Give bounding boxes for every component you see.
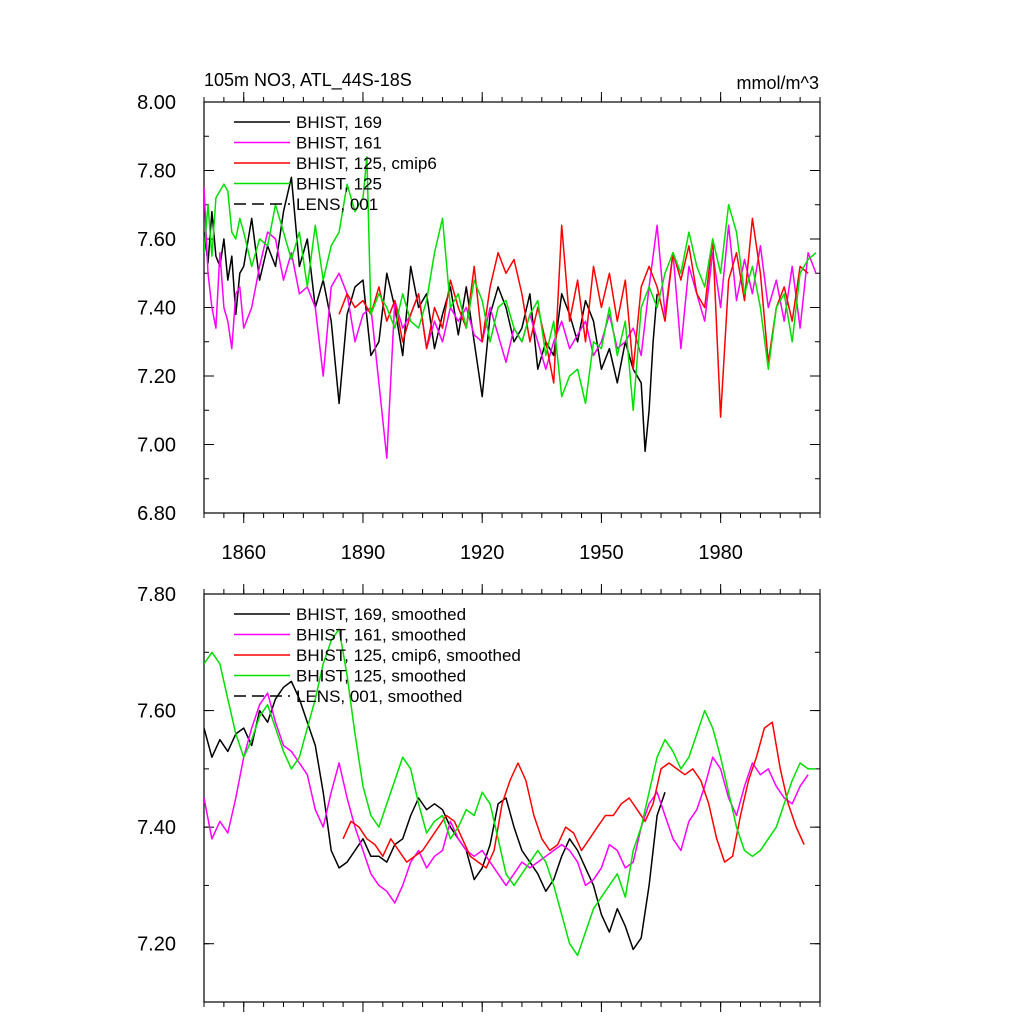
- y-tick-label: 7.80: [137, 161, 176, 183]
- y-tick-label: 7.00: [137, 435, 176, 457]
- legend-label: LENS, 001, smoothed: [296, 687, 462, 706]
- legend-label: BHIST, 125, cmip6: [296, 154, 437, 173]
- panel-top: 6.80 7.00 7.20 7.40 7.60 7.80 8.00 1860 1890 1920…: [137, 92, 821, 564]
- y-tick-label: 7.20: [137, 366, 176, 388]
- y-tick-label: 7.20: [137, 934, 176, 956]
- y-tick-label: 7.40: [137, 817, 176, 839]
- y-tick-label: 7.40: [137, 298, 176, 320]
- legend: BHIST, 169, smoothed BHIST, 161, smoothed…: [234, 605, 521, 686]
- units-label: mmol/m^3: [737, 73, 819, 93]
- x-tick-label: 1860: [221, 542, 266, 564]
- series-line-3: [338, 217, 809, 418]
- legend-label: BHIST, 169: [296, 113, 382, 132]
- legend-label: BHIST, 125: [296, 175, 382, 194]
- series-line-4: [204, 628, 816, 957]
- legend-label: BHIST, 125, smoothed: [296, 667, 466, 686]
- x-tick-label: 1980: [698, 542, 743, 564]
- y-tick-label: 8.00: [137, 92, 176, 114]
- series-line-2: [204, 187, 817, 459]
- y-tick-label: 7.60: [137, 701, 176, 723]
- legend-label: BHIST, 161, smoothed: [296, 626, 466, 645]
- series-line-1: [204, 680, 666, 951]
- x-tick-label: 1890: [341, 542, 386, 564]
- series-line-1: [204, 176, 658, 453]
- series-line-3: [342, 721, 805, 869]
- legend-label: LENS, 001: [296, 195, 378, 214]
- x-tick-label: 1920: [460, 542, 505, 564]
- legend-label: BHIST, 161: [296, 134, 382, 153]
- legend-label: BHIST, 125, cmip6, smoothed: [296, 646, 521, 665]
- chart-title: 105m NO3, ATL_44S-18S: [204, 70, 412, 91]
- y-tick-label: 6.80: [137, 503, 176, 525]
- series-line-2: [204, 692, 809, 904]
- y-tick-label: 7.60: [137, 229, 176, 251]
- series-line-4: [204, 156, 817, 412]
- y-tick-label: 7.80: [137, 584, 176, 606]
- x-tick-label: 1950: [579, 542, 624, 564]
- legend-label: BHIST, 169, smoothed: [296, 605, 466, 624]
